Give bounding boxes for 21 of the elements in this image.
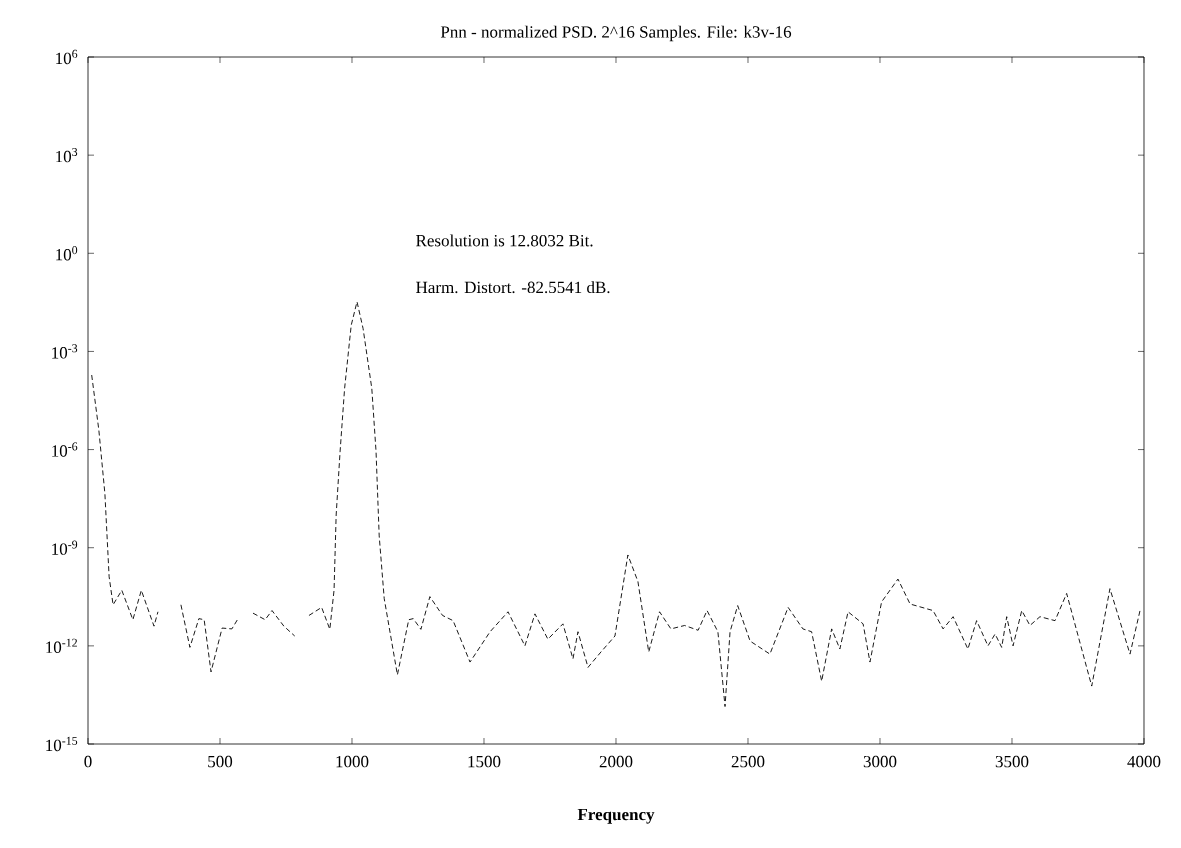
x-axis-title: Frequency: [577, 808, 655, 824]
x-tick-label: 4000: [1127, 755, 1161, 768]
x-tick-label: 3500: [995, 755, 1029, 768]
x-tick-label: 2500: [731, 755, 765, 768]
y-tick-label: 10$^{-9}$: [52, 540, 78, 555]
annotation: Resolution is 12.8032 Bit.: [416, 234, 593, 247]
x-tick-label: 0: [84, 755, 92, 768]
y-tick-label: 10$^{3}$: [56, 147, 78, 163]
y-tick-label: 10$^{-6}$: [52, 442, 78, 457]
x-tick-label: 3000: [863, 755, 897, 768]
y-tick-label: 10$^{-3}$: [52, 344, 78, 359]
x-tick-label: 2000: [599, 755, 633, 768]
y-tick-label: 10$^{-15}$: [46, 736, 78, 752]
y-tick-label: 10$^{-12}$: [46, 638, 77, 654]
x-tick-label: 1000: [336, 755, 369, 768]
annotation: Harm. Distort. -82.5541 dB.: [416, 281, 610, 294]
y-tick-label: 10$^{6}$: [56, 49, 78, 65]
x-tick-label: 500: [208, 755, 233, 768]
x-tick-label: 1500: [468, 755, 501, 768]
chart-title: Pnn - normalized PSD. 2^16 Samples. File: k3v-16: [440, 25, 792, 42]
y-tick-label: 10$^{0}$: [56, 246, 78, 261]
